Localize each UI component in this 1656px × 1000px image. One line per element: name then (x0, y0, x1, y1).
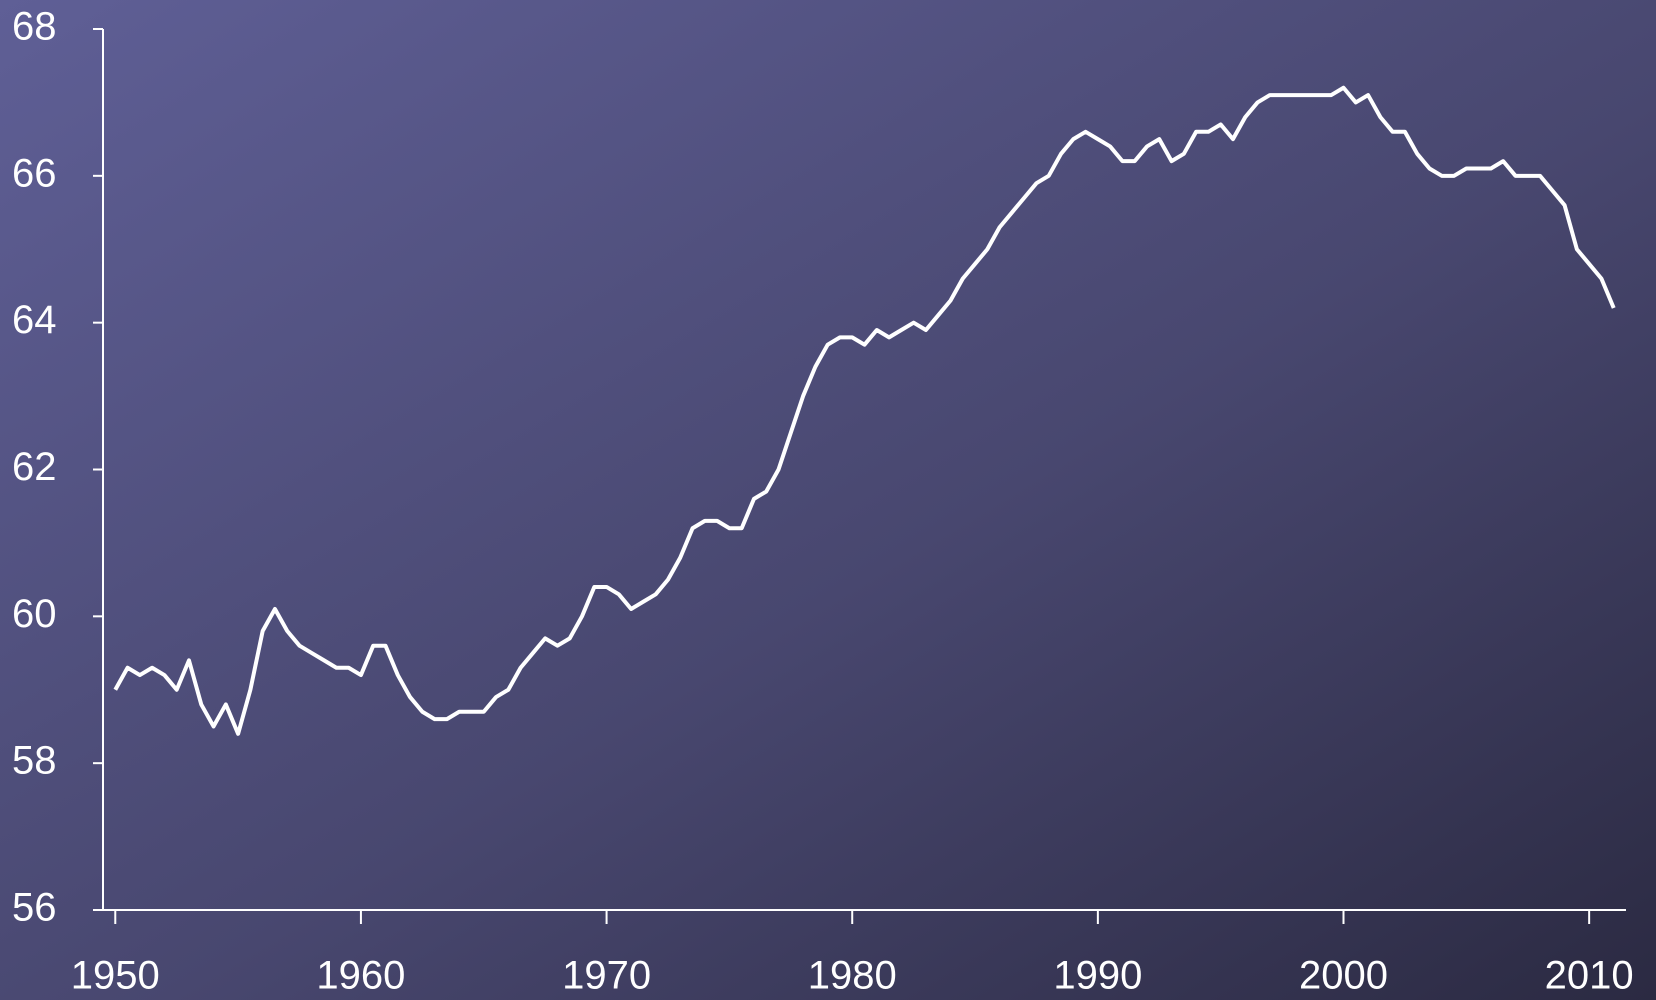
x-tick-label: 1960 (316, 954, 405, 998)
data-line (113, 85, 1616, 736)
x-tick-label: 1980 (808, 954, 897, 998)
x-tick-label: 1970 (562, 954, 651, 998)
y-tick-label: 68 (12, 5, 57, 49)
y-tick-label: 64 (12, 298, 57, 342)
x-tick-label: 2000 (1299, 954, 1388, 998)
x-tick-label: 2010 (1545, 954, 1634, 998)
y-tick-label: 58 (12, 739, 57, 783)
y-tick-label: 62 (12, 445, 57, 489)
y-tick-label: 66 (12, 151, 57, 195)
x-tick-label: 1990 (1053, 954, 1142, 998)
x-tick-label: 1950 (71, 954, 160, 998)
y-tick-label: 56 (12, 886, 57, 930)
y-tick-label: 60 (12, 592, 57, 636)
